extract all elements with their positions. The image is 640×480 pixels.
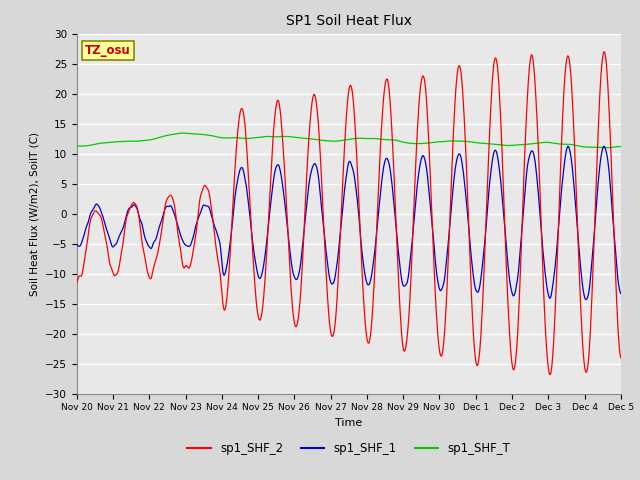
Text: TZ_osu: TZ_osu xyxy=(85,44,131,58)
X-axis label: Time: Time xyxy=(335,418,362,428)
Title: SP1 Soil Heat Flux: SP1 Soil Heat Flux xyxy=(286,14,412,28)
Legend: sp1_SHF_2, sp1_SHF_1, sp1_SHF_T: sp1_SHF_2, sp1_SHF_1, sp1_SHF_T xyxy=(182,437,515,460)
Y-axis label: Soil Heat Flux (W/m2), SoilT (C): Soil Heat Flux (W/m2), SoilT (C) xyxy=(29,132,40,296)
